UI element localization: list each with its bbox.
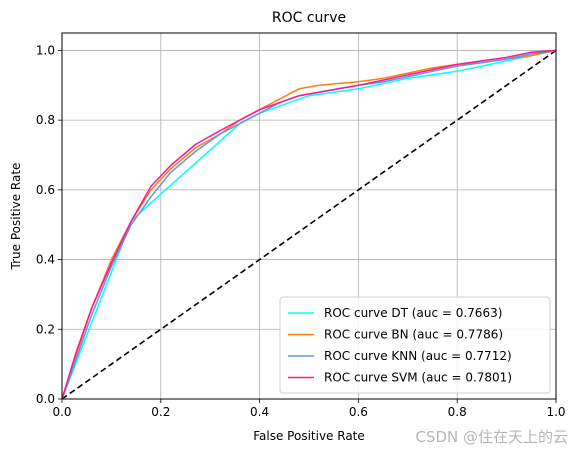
- watermark-text: CSDN @住在天上的云: [415, 428, 568, 446]
- legend-label-2: ROC curve KNN (auc = 0.7712): [324, 349, 512, 363]
- plot-frame: [61, 32, 557, 400]
- x-tick-label: 0.0: [52, 405, 71, 419]
- series-line-3: [61, 49, 557, 400]
- y-tick-label: 0.2: [36, 322, 55, 336]
- series-group: [61, 49, 557, 400]
- y-tick-label: 0.6: [36, 183, 55, 197]
- x-axis-label: False Positive Rate: [253, 429, 365, 443]
- x-tick-label: 0.6: [349, 405, 368, 419]
- legend-label-1: ROC curve BN (auc = 0.7786): [324, 328, 503, 342]
- y-tick-label: 0.8: [36, 113, 55, 127]
- y-tick-label: 0.0: [36, 392, 55, 406]
- x-tick-label: 0.8: [448, 405, 467, 419]
- x-axis-ticks: 0.0 0.2 0.4 0.6 0.8 1.0: [52, 399, 566, 419]
- legend: ROC curve DT (auc = 0.7663) ROC curve BN …: [279, 296, 551, 394]
- y-axis-ticks: 0.0 0.2 0.4 0.6 0.8 1.0: [36, 43, 62, 406]
- reference-diagonal: [61, 49, 557, 400]
- reference-line: [61, 49, 557, 400]
- y-tick-label: 0.4: [36, 253, 55, 267]
- x-tick-label: 0.4: [250, 405, 269, 419]
- legend-label-0: ROC curve DT (auc = 0.7663): [324, 306, 502, 320]
- y-tick-label: 1.0: [36, 43, 55, 57]
- x-tick-label: 0.2: [151, 405, 170, 419]
- y-axis-label: True Positive Rate: [9, 163, 23, 271]
- legend-label-3: ROC curve SVM (auc = 0.7801): [324, 371, 512, 385]
- chart-title: ROC curve: [272, 10, 346, 26]
- x-tick-label: 1.0: [546, 405, 565, 419]
- legend-box: [279, 296, 551, 394]
- grid: [61, 33, 557, 400]
